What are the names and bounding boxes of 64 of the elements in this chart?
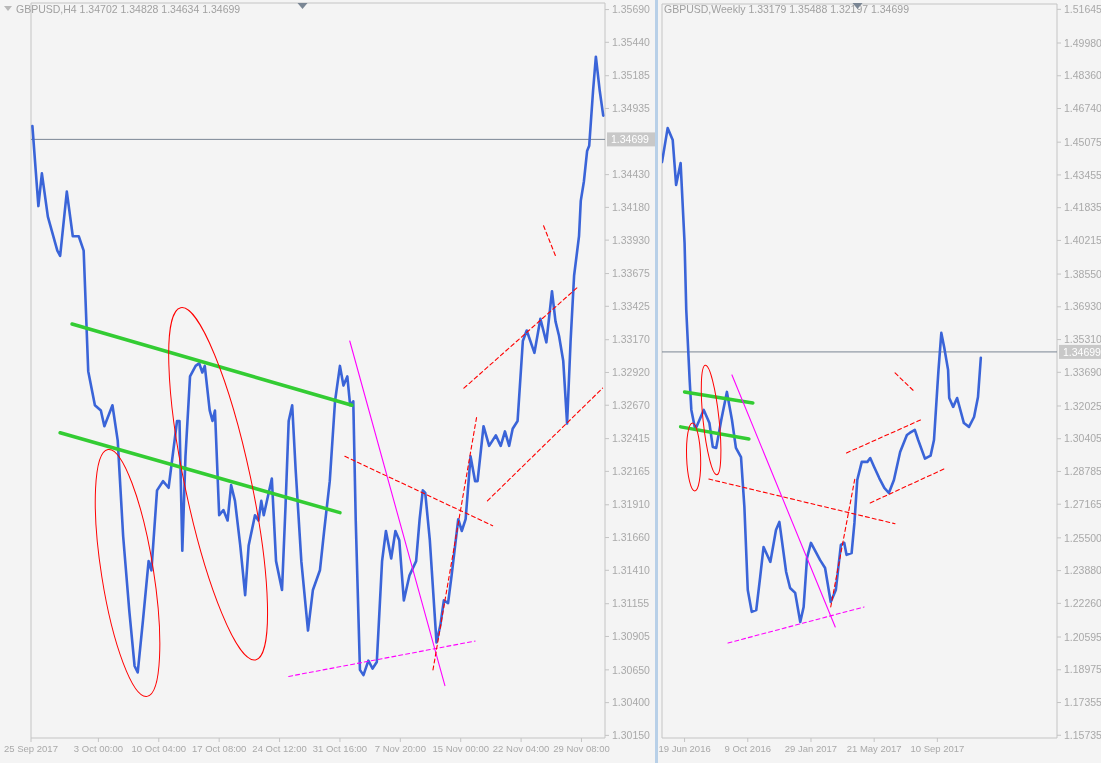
x-tick-label: 29 Jan 2017 — [784, 743, 838, 754]
x-tick-label: 31 Oct 16:00 — [312, 743, 368, 754]
y-tick-label: 1.41835 — [1064, 201, 1101, 214]
y-tick-label: 1.32670 — [612, 398, 651, 411]
y-tick-label: 1.22260 — [1064, 597, 1101, 610]
y-tick-label: 1.51645 — [1064, 3, 1101, 16]
x-tick-label: 7 Nov 20:00 — [374, 743, 426, 754]
y-tick-label: 1.31910 — [612, 498, 651, 511]
y-tick-label: 1.17355 — [1064, 696, 1101, 709]
y-tick-label: 1.33690 — [1064, 365, 1101, 378]
chart-title: GBPUSD,Weekly 1.33179 1.35488 1.32197 1.34699 — [664, 3, 910, 15]
y-tick-label: 1.18975 — [1064, 663, 1101, 676]
y-tick-label: 1.30405 — [1064, 432, 1101, 445]
x-tick-label: 25 Sep 2017 — [4, 743, 58, 754]
y-tick-label: 1.45075 — [1064, 135, 1101, 148]
y-tick-label: 1.34180 — [612, 201, 651, 214]
y-tick-label: 1.28785 — [1064, 465, 1101, 478]
x-tick-label: 17 Oct 08:00 — [191, 743, 247, 754]
y-tick-label: 1.31660 — [612, 531, 651, 544]
x-tick-label: 19 Jun 2016 — [658, 743, 711, 754]
x-tick-label: 3 Oct 00:00 — [73, 743, 123, 754]
y-tick-label: 1.25500 — [1064, 531, 1101, 544]
line-series — [662, 126, 983, 624]
x-tick-label: 10 Sep 2017 — [910, 743, 965, 754]
y-tick-label: 1.32165 — [612, 465, 651, 478]
y-tick-label: 1.31155 — [612, 597, 650, 610]
y-tick-label: 1.32415 — [612, 432, 651, 445]
y-tick-label: 1.40215 — [1064, 234, 1101, 247]
y-tick-label: 1.35690 — [612, 3, 651, 16]
y-tick-label: 1.33930 — [612, 233, 651, 246]
x-tick-label: 9 Oct 2016 — [724, 743, 772, 754]
y-tick-label: 1.33170 — [612, 333, 651, 346]
y-tick-label: 1.38550 — [1064, 267, 1101, 280]
chart-title: GBPUSD,H4 1.34702 1.34828 1.34634 1.34699 — [16, 3, 241, 15]
y-tick-label: 1.43455 — [1064, 168, 1101, 181]
y-tick-label: 1.33425 — [612, 299, 651, 312]
y-tick-label: 1.33675 — [612, 267, 651, 280]
y-tick-label: 1.49980 — [1064, 36, 1101, 49]
y-tick-label: 1.48360 — [1064, 69, 1101, 82]
y-tick-label: 1.30905 — [612, 630, 651, 643]
y-tick-label: 1.35185 — [612, 69, 651, 82]
y-tick-label: 1.27165 — [1064, 497, 1101, 510]
y-tick-label: 1.30150 — [612, 729, 651, 742]
y-tick-label: 1.46740 — [1064, 102, 1101, 115]
y-tick-label: 1.36930 — [1064, 300, 1101, 313]
y-tick-label: 1.30650 — [612, 663, 651, 676]
x-tick-label: 15 Nov 00:00 — [432, 743, 489, 754]
y-tick-label: 1.32920 — [612, 366, 651, 379]
y-tick-label: 1.35310 — [1064, 333, 1101, 346]
x-tick-label: 21 May 2017 — [846, 743, 902, 754]
x-tick-label: 10 Oct 04:00 — [131, 743, 186, 754]
y-tick-label: 1.34430 — [612, 168, 651, 181]
y-tick-label: 1.23880 — [1064, 564, 1101, 577]
y-tick-label: 1.15735 — [1064, 728, 1101, 741]
y-tick-label: 1.35440 — [612, 35, 651, 48]
x-tick-label: 29 Nov 08:00 — [553, 743, 610, 754]
y-tick-label: 1.20595 — [1064, 630, 1101, 643]
y-tick-label: 1.30400 — [612, 696, 651, 709]
y-tick-label: 1.34935 — [612, 102, 651, 115]
x-tick-label: 24 Oct 12:00 — [252, 743, 307, 754]
y-tick-label: 1.31410 — [612, 563, 651, 576]
x-tick-label: 22 Nov 04:00 — [492, 743, 550, 754]
line-series — [31, 55, 605, 677]
y-tick-label: 1.32025 — [1064, 399, 1101, 412]
